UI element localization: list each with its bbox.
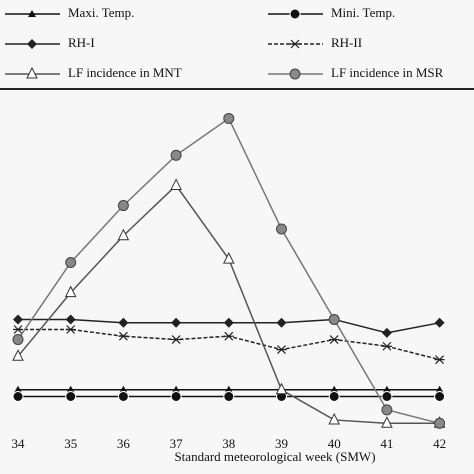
marker [434,355,445,365]
marker [434,317,445,328]
marker [275,382,288,395]
marker [14,385,22,393]
x-tick-label: 34 [12,436,26,451]
marker [290,39,300,49]
x-tick-label: 42 [433,436,446,451]
x-tick-label: 39 [275,436,288,451]
marker [65,257,77,268]
marker [171,317,182,328]
x-tick-label: 38 [222,436,235,451]
marker [117,391,129,402]
marker [65,314,76,325]
marker [170,178,182,190]
marker [381,327,392,338]
marker [12,391,24,402]
marker [222,252,235,264]
legend-label: RH-II [331,35,362,50]
legend-label: Maxi. Temp. [68,5,134,20]
marker [224,385,233,393]
marker [65,391,77,402]
marker [64,285,77,298]
marker [66,385,75,393]
marker [13,325,23,334]
marker [276,345,287,355]
marker [172,385,181,393]
marker [435,385,444,393]
marker [289,8,301,20]
marker [171,335,182,344]
marker [276,317,287,328]
legend-label: LF incidence in MNT [68,65,182,80]
marker [328,313,340,325]
marker [170,391,182,402]
marker [328,391,340,402]
legend-label: Mini. Temp. [331,5,395,20]
marker [12,334,24,346]
marker [276,223,287,235]
marker [223,112,235,124]
marker [434,417,446,429]
marker [289,68,301,80]
marker [381,391,393,402]
x-tick-label: 40 [328,436,341,451]
legend-label: RH-I [68,35,95,50]
marker [434,391,446,402]
x-tick-label: 35 [64,436,77,451]
marker [65,325,76,334]
marker [170,149,182,161]
x-axis-label: Standard meteorological week (SMW) [174,449,375,464]
marker [223,317,234,328]
marker [381,404,393,416]
marker [381,416,393,428]
marker [117,228,130,241]
x-tick-label: 36 [117,436,131,451]
legend-label: LF incidence in MSR [331,65,444,80]
marker [13,314,23,325]
marker [28,10,36,17]
marker [117,200,129,212]
marker [328,412,341,425]
marker [26,66,38,79]
marker [119,385,128,393]
marker [27,39,37,49]
marker [381,341,392,351]
marker [223,391,235,402]
marker [223,331,234,341]
x-tick-label: 37 [170,436,184,451]
marker [12,349,24,361]
marker [118,317,129,328]
marker [330,385,339,393]
marker [329,335,340,344]
x-tick-label: 41 [380,436,393,451]
marker [118,331,129,341]
marker [382,385,391,393]
